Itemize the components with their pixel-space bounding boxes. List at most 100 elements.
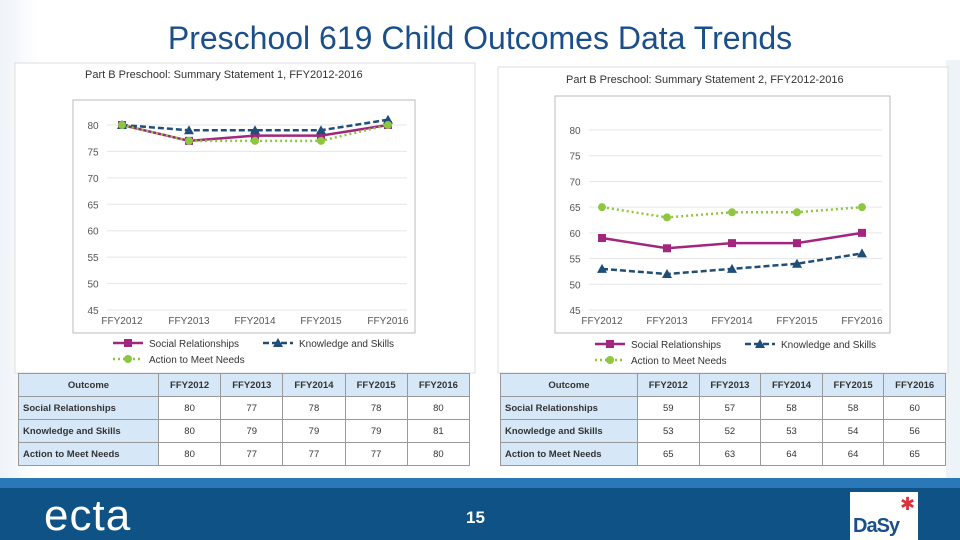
x-tick-label: FFY2015 xyxy=(776,316,818,327)
dasy-logo-text: DaSy xyxy=(853,515,900,537)
legend-label: Action to Meet Needs xyxy=(631,356,727,367)
x-tick-label: FFY2014 xyxy=(234,316,276,327)
data-point xyxy=(793,239,801,248)
table-cell: FFY2013 xyxy=(220,373,284,397)
y-tick-label: 70 xyxy=(87,174,99,185)
plot-area xyxy=(554,95,891,334)
data-point xyxy=(383,114,393,124)
table-cell: 80 xyxy=(406,396,471,420)
table-cell: 57 xyxy=(698,396,762,420)
charts-canvas: Part B Preschool: Summary Statement 1, F… xyxy=(14,62,949,374)
table-cell: 78 xyxy=(344,396,408,420)
data-point xyxy=(598,203,606,212)
legend-label: Social Relationships xyxy=(149,339,239,350)
table-cell: FFY2016 xyxy=(406,373,471,397)
table-cell: 58 xyxy=(760,396,823,420)
data-point xyxy=(251,131,259,140)
flower-icon: ✱ xyxy=(900,494,916,514)
data-point xyxy=(792,258,802,268)
table-cell: 78 xyxy=(282,396,346,420)
table-cell: 77 xyxy=(220,396,284,420)
data-point xyxy=(316,125,326,135)
y-tick-label: 45 xyxy=(87,306,99,317)
y-tick-label: 60 xyxy=(569,229,581,240)
table-row: Action to Meet Needs 65 63 64 64 65 xyxy=(500,442,946,466)
table-cell: 77 xyxy=(344,442,408,466)
legend-label: Knowledge and Skills xyxy=(299,339,394,350)
table-cell: 53 xyxy=(637,419,700,443)
table-row: Knowledge and Skills 53 52 53 54 56 xyxy=(500,419,946,443)
slide-title: Preschool 619 Child Outcomes Data Trends xyxy=(167,20,793,56)
table-cell: 77 xyxy=(220,442,284,466)
background-accent xyxy=(946,60,960,480)
x-tick-label: FFY2013 xyxy=(646,316,688,327)
data-point xyxy=(662,269,672,278)
data-point xyxy=(793,208,801,217)
x-tick-label: FFY2014 xyxy=(711,316,753,327)
y-tick-label: 70 xyxy=(569,177,581,188)
chart-title: Part B Preschool: Summary Statement 2, F… xyxy=(566,74,844,86)
y-tick-label: 60 xyxy=(87,227,99,238)
x-tick-label: FFY2016 xyxy=(367,316,409,327)
table-cell: FFY2012 xyxy=(637,373,700,397)
table-cell: 79 xyxy=(220,419,284,443)
table-cell: 77 xyxy=(282,442,346,466)
data-point xyxy=(317,131,325,140)
data-point xyxy=(663,244,671,253)
y-tick-label: 55 xyxy=(87,253,99,264)
table-cell: 58 xyxy=(821,396,885,420)
data-point xyxy=(251,136,259,145)
row-label: Social Relationships xyxy=(18,396,159,420)
table-cell: 81 xyxy=(406,419,471,443)
table-cell: 56 xyxy=(883,419,946,443)
x-tick-label: FFY2016 xyxy=(841,316,883,327)
y-tick-label: 50 xyxy=(569,280,581,291)
row-label: Action to Meet Needs xyxy=(500,442,638,466)
table-row: Social Relationships 80 77 78 78 80 xyxy=(18,396,471,420)
y-tick-label: 65 xyxy=(87,200,99,211)
legend-marker xyxy=(755,339,765,348)
chart-title: Part B Preschool: Summary Statement 1, F… xyxy=(85,69,363,81)
x-tick-label: FFY2012 xyxy=(101,316,143,327)
table-cell: 65 xyxy=(883,442,946,466)
row-label: Social Relationships xyxy=(500,396,638,420)
footer-bar: ecta 15 DaSy ✱ xyxy=(0,478,960,540)
table-cell: 80 xyxy=(157,419,222,443)
data-point xyxy=(728,208,736,217)
table-header: Outcome FFY2012 FFY2013 FFY2014 FFY2015 FFY20… xyxy=(18,373,471,397)
data-point xyxy=(118,121,126,129)
data-point xyxy=(597,263,607,273)
plot-area xyxy=(72,99,416,334)
data-point xyxy=(663,213,671,222)
legend-marker xyxy=(124,355,132,363)
data-point xyxy=(185,136,193,145)
y-tick-label: 45 xyxy=(569,306,581,317)
y-tick-label: 80 xyxy=(87,121,99,132)
table-cell: 53 xyxy=(760,419,823,443)
table-cell: 80 xyxy=(157,442,222,466)
table-header: Outcome FFY2012 FFY2013 FFY2014 FFY2015 FFY20… xyxy=(500,373,946,397)
x-tick-label: FFY2013 xyxy=(168,316,210,327)
table-cell: 80 xyxy=(157,396,222,420)
table-cell: 52 xyxy=(698,419,762,443)
table-cell: 54 xyxy=(821,419,885,443)
table-cell: FFY2014 xyxy=(282,373,346,397)
dasy-logo: DaSy ✱ xyxy=(850,492,919,540)
data-point xyxy=(598,234,606,242)
table-row: Action to Meet Needs 80 77 77 77 80 xyxy=(18,442,471,466)
data-point xyxy=(728,239,736,248)
row-label: Outcome xyxy=(500,373,638,397)
table-cell: FFY2014 xyxy=(760,373,823,397)
legend-label: Action to Meet Needs xyxy=(149,355,245,366)
table-cell: FFY2013 xyxy=(698,373,762,397)
data-table-statement-1: Outcome FFY2012 FFY2013 FFY2014 FFY2015 FFY20… xyxy=(18,373,471,466)
data-point xyxy=(250,125,260,135)
y-tick-label: 55 xyxy=(569,255,581,266)
table-cell: 64 xyxy=(821,442,885,466)
x-tick-label: FFY2015 xyxy=(300,316,342,327)
y-tick-label: 80 xyxy=(569,126,581,137)
ecta-logo: ecta xyxy=(44,491,132,540)
row-label: Knowledge and Skills xyxy=(18,419,159,443)
table-cell: 60 xyxy=(883,396,946,420)
table-row: Social Relationships 59 57 58 58 60 xyxy=(500,396,946,420)
